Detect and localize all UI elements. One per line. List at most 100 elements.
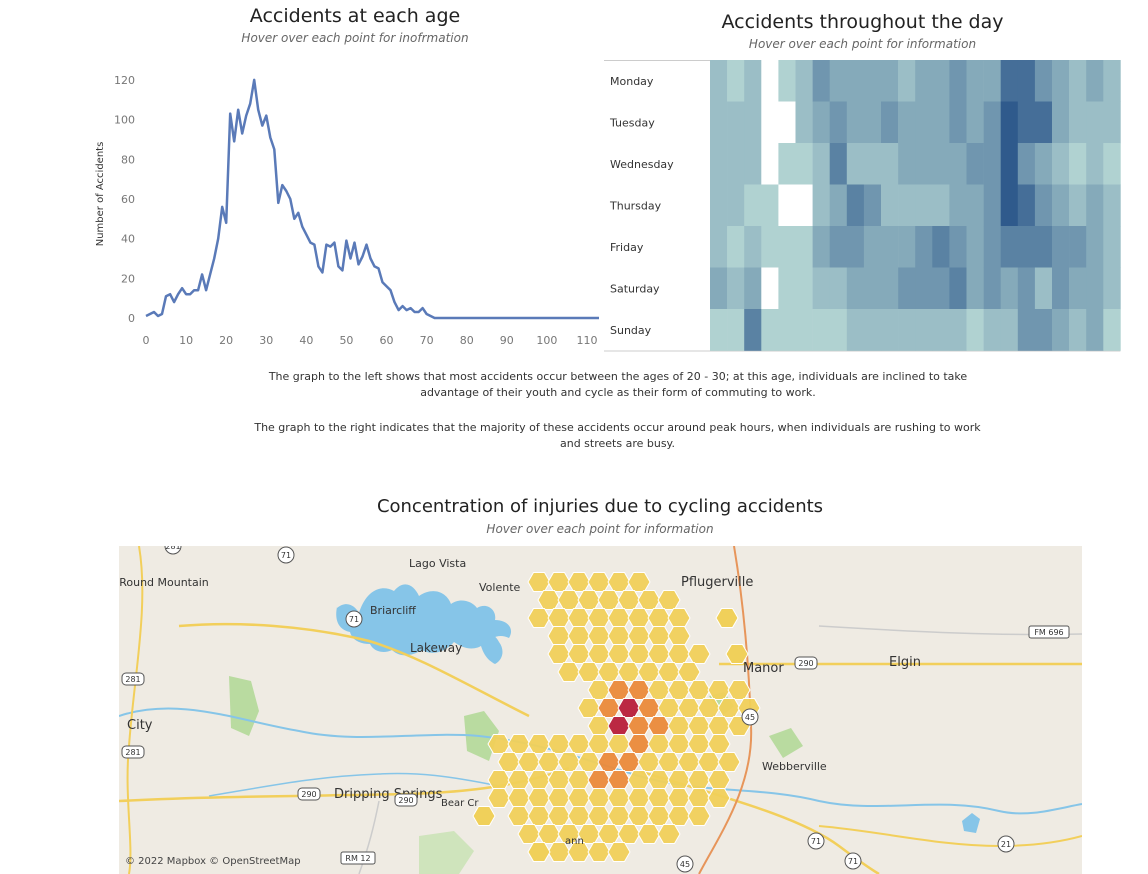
heatmap-cell[interactable] — [1000, 60, 1019, 102]
heatmap-cell[interactable] — [1086, 267, 1104, 310]
heatmap-cell[interactable] — [829, 60, 848, 102]
heatmap-cell[interactable] — [812, 184, 830, 227]
hex-bin[interactable] — [627, 716, 651, 736]
heatmap-cell[interactable] — [1017, 226, 1036, 268]
heatmap-cell[interactable] — [710, 309, 728, 351]
heatmap-cell[interactable] — [915, 143, 933, 185]
heatmap-cell[interactable] — [915, 184, 933, 227]
data-point[interactable] — [445, 316, 449, 320]
hex-bin[interactable] — [677, 662, 701, 682]
hex-bin[interactable] — [667, 770, 691, 790]
heatmap-cell[interactable] — [778, 267, 796, 310]
heatmap-cell[interactable] — [898, 226, 916, 268]
hex-bin[interactable] — [607, 842, 631, 862]
hex-bin[interactable] — [607, 806, 631, 826]
heatmap-cell[interactable] — [881, 101, 899, 144]
heatmap-cell[interactable] — [898, 60, 916, 102]
heatmap-cell[interactable] — [727, 101, 745, 144]
hex-bin[interactable] — [587, 788, 611, 808]
heatmap-cell[interactable] — [983, 184, 1001, 227]
heatmap-cell[interactable] — [778, 226, 796, 268]
hex-bin[interactable] — [637, 752, 661, 772]
heatmap-cell[interactable] — [949, 143, 967, 185]
hex-bin[interactable] — [687, 770, 711, 790]
data-point[interactable] — [401, 304, 405, 308]
data-point[interactable] — [184, 292, 188, 296]
hex-bin[interactable] — [577, 662, 601, 682]
hex-bin[interactable] — [587, 842, 611, 862]
heatmap-cell[interactable] — [966, 184, 984, 227]
heatmap-cell[interactable] — [898, 101, 916, 144]
hex-bin[interactable] — [607, 680, 631, 700]
heatmap-cell[interactable] — [915, 60, 933, 102]
heatmap-cell[interactable] — [727, 309, 745, 351]
hex-bin[interactable] — [627, 680, 651, 700]
heatmap-cell[interactable] — [1034, 226, 1053, 268]
data-point[interactable] — [196, 288, 200, 292]
hex-bin[interactable] — [597, 590, 621, 610]
hex-bin[interactable] — [647, 770, 671, 790]
hex-bin[interactable] — [557, 752, 581, 772]
data-point[interactable] — [176, 292, 180, 296]
heatmap-cell[interactable] — [795, 101, 813, 144]
heatmap-cell[interactable] — [915, 226, 933, 268]
hex-bin[interactable] — [527, 572, 551, 592]
data-point[interactable] — [364, 243, 368, 247]
heatmap-cell[interactable] — [1052, 184, 1070, 227]
hex-bin[interactable] — [687, 806, 711, 826]
hex-bin[interactable] — [507, 770, 531, 790]
heatmap-cell[interactable] — [949, 267, 967, 310]
hex-bin[interactable] — [647, 626, 671, 646]
heatmap-cell[interactable] — [881, 309, 899, 351]
hex-bin[interactable] — [527, 788, 551, 808]
heatmap-cell[interactable] — [795, 309, 813, 351]
hex-bin[interactable] — [647, 608, 671, 628]
heatmap-cell[interactable] — [846, 143, 865, 185]
heatmap-cell[interactable] — [1086, 309, 1104, 351]
hex-bin[interactable] — [707, 716, 731, 736]
hex-bin[interactable] — [647, 644, 671, 664]
heatmap-cell[interactable] — [1103, 101, 1121, 144]
heatmap-cell[interactable] — [881, 184, 899, 227]
data-point[interactable] — [304, 233, 308, 237]
hex-bin[interactable] — [657, 698, 681, 718]
heatmap-cell[interactable] — [795, 60, 813, 102]
hex-bin[interactable] — [597, 752, 621, 772]
hex-bin[interactable] — [607, 734, 631, 754]
hex-bin[interactable] — [617, 824, 641, 844]
hex-bin[interactable] — [607, 572, 631, 592]
hex-bin[interactable] — [547, 770, 571, 790]
hex-bins[interactable] — [472, 572, 761, 862]
hex-bin[interactable] — [567, 806, 591, 826]
heatmap-cell[interactable] — [1000, 184, 1019, 227]
hex-bin[interactable] — [597, 698, 621, 718]
data-point[interactable] — [381, 280, 385, 284]
heatmap-cell[interactable] — [795, 267, 813, 310]
data-point[interactable] — [272, 147, 276, 151]
data-point[interactable] — [208, 272, 212, 276]
heatmap-cell[interactable] — [727, 267, 745, 310]
hex-bin[interactable] — [567, 572, 591, 592]
data-point[interactable] — [336, 264, 340, 268]
data-point[interactable] — [160, 312, 164, 316]
hex-bin[interactable] — [627, 770, 651, 790]
hex-bin[interactable] — [707, 788, 731, 808]
hex-bin[interactable] — [567, 770, 591, 790]
heatmap-cell[interactable] — [710, 60, 728, 102]
heatmap-cell[interactable] — [829, 143, 848, 185]
heatmap-cell[interactable] — [1086, 60, 1104, 102]
hex-bin[interactable] — [687, 644, 711, 664]
hex-bin[interactable] — [517, 752, 541, 772]
hex-bin[interactable] — [517, 824, 541, 844]
data-point[interactable] — [356, 262, 360, 266]
data-point[interactable] — [300, 225, 304, 229]
heatmap-cell[interactable] — [1017, 267, 1036, 310]
heatmap-cell[interactable] — [761, 101, 779, 144]
data-point[interactable] — [441, 316, 445, 320]
hex-bin[interactable] — [627, 626, 651, 646]
data-point[interactable] — [168, 292, 172, 296]
data-point[interactable] — [296, 211, 300, 215]
data-point[interactable] — [232, 139, 236, 143]
hex-bin[interactable] — [637, 824, 661, 844]
heatmap-cell[interactable] — [778, 143, 796, 185]
